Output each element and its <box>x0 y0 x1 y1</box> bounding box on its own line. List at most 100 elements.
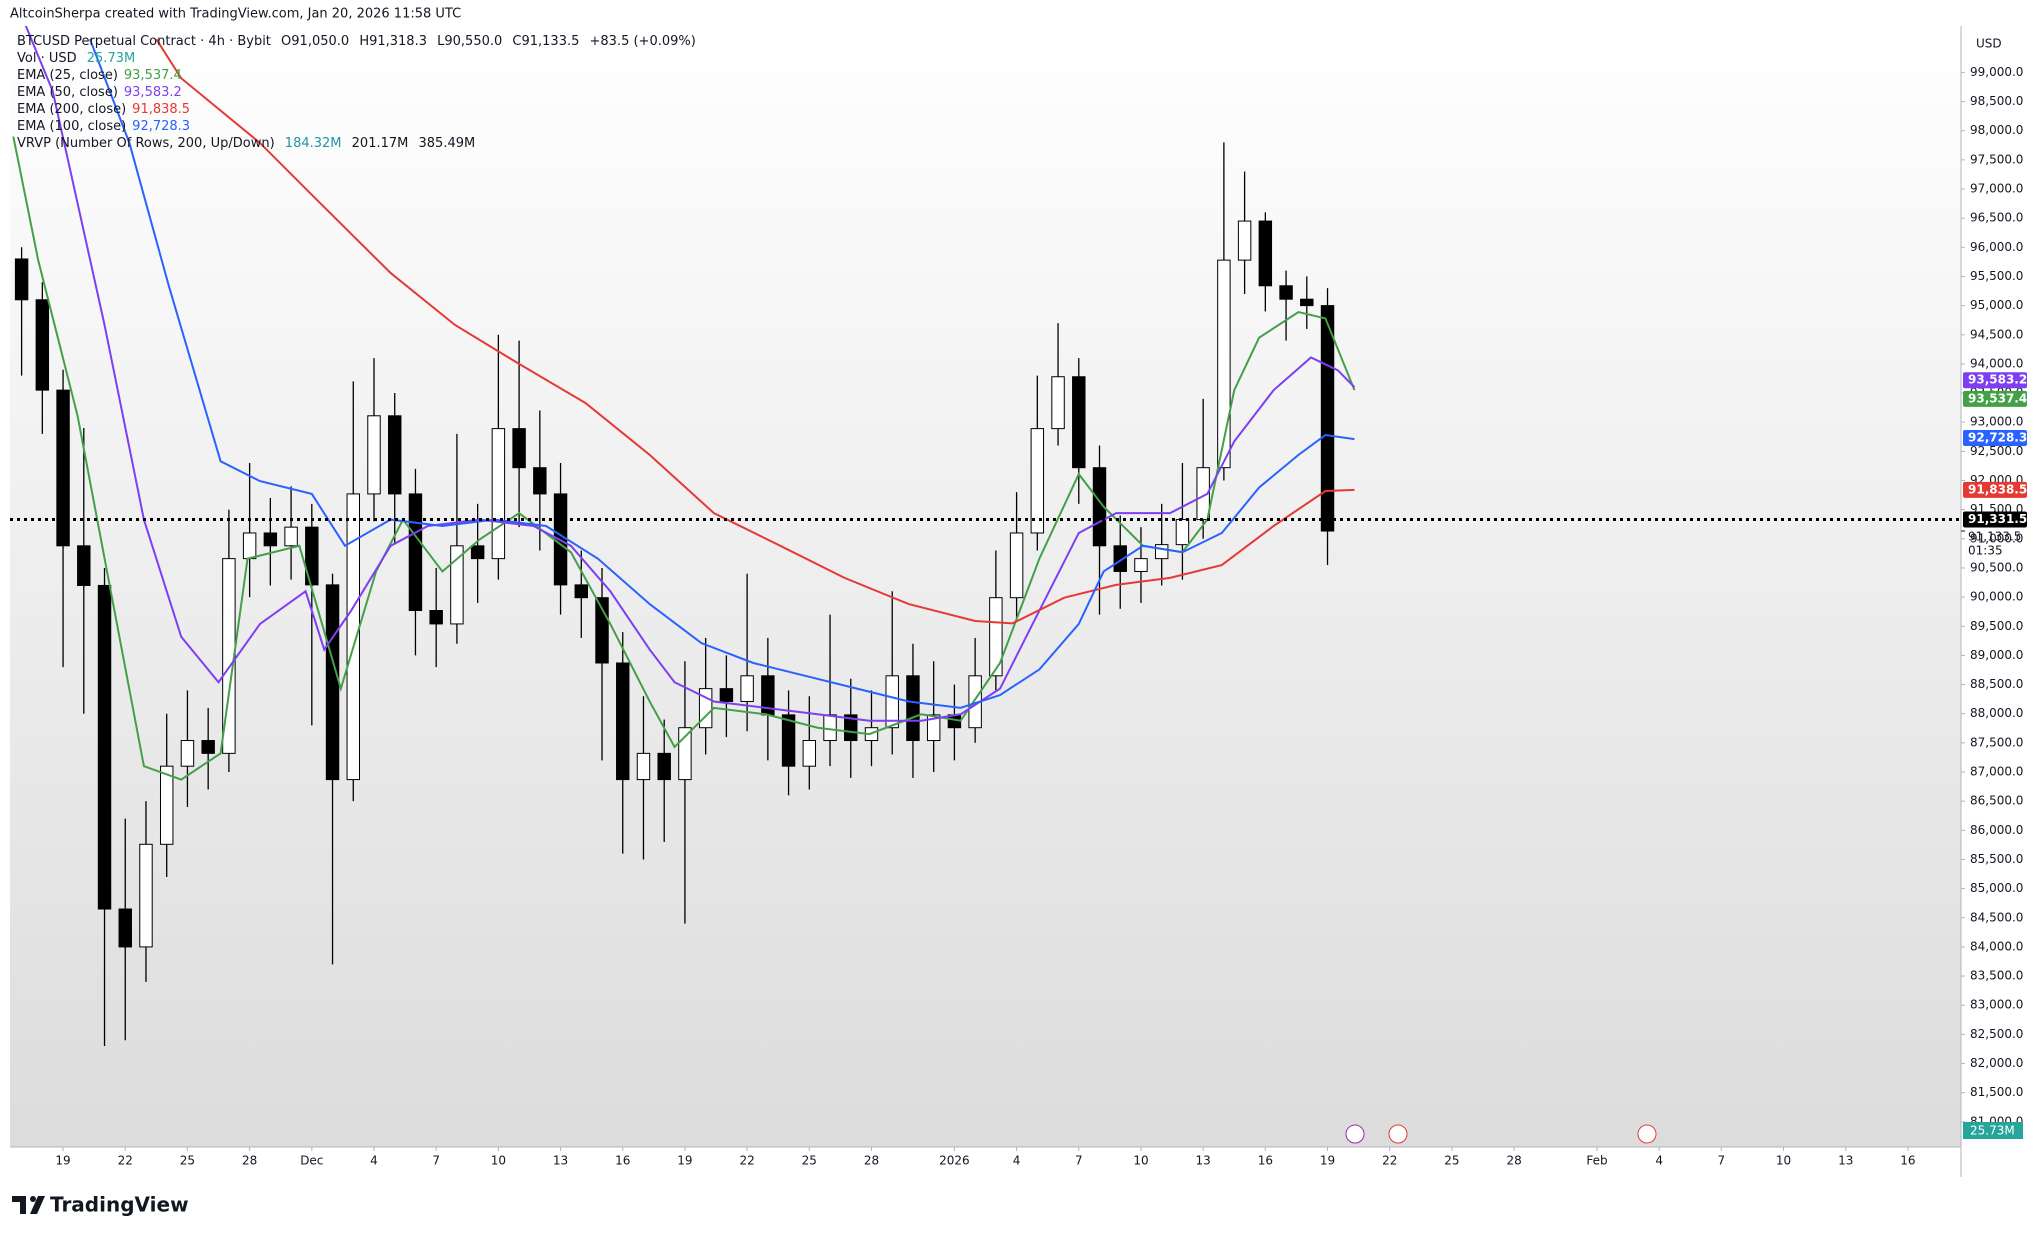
candle-body <box>1009 532 1024 599</box>
vrvp-value: 184.32M <box>285 136 342 151</box>
price-marker-bg <box>1963 511 2027 528</box>
candle-body <box>284 526 298 547</box>
x-tick-label: 28 <box>864 1154 879 1168</box>
x-tick-label: 4 <box>1655 1154 1663 1168</box>
ema-name: EMA (25, close) <box>17 68 118 83</box>
candle-body <box>180 740 195 767</box>
x-tick-label: 22 <box>1382 1154 1397 1168</box>
y-tick-label: 94,500.0 <box>1970 327 2023 341</box>
candle-body <box>574 584 589 599</box>
event-icon[interactable] <box>1345 1124 1365 1144</box>
candle-body <box>1092 467 1107 547</box>
candle-body <box>159 765 174 845</box>
price-marker-bg <box>1963 430 2027 447</box>
candle-body <box>388 415 402 495</box>
volume-value: 25.73M <box>87 51 135 66</box>
candle-body <box>740 675 754 702</box>
symbol: BTCUSD Perpetual Contract · 4h · Bybit <box>17 34 271 49</box>
y-tick-label: 96,500.0 <box>1970 211 2023 225</box>
x-tick-label: 13 <box>553 1154 568 1168</box>
x-tick-label: 4 <box>1013 1154 1021 1168</box>
x-tick-label: 19 <box>1320 1154 1335 1168</box>
candle-body <box>139 843 153 948</box>
x-tick-label: 2026 <box>939 1154 970 1168</box>
y-tick-label: 84,500.0 <box>1970 910 2023 924</box>
ema-value: 93,537.4 <box>124 68 182 83</box>
candle-body <box>636 752 651 781</box>
candle-body <box>346 493 360 781</box>
ema-legend: EMA (200, close) 91,838.5 <box>17 102 190 117</box>
price-marker: 93,583.2 <box>1968 373 2027 387</box>
candle-body <box>926 714 941 742</box>
y-tick-label: 95,000.0 <box>1970 298 2023 312</box>
candle-body <box>1320 305 1335 532</box>
x-tick-label: 16 <box>615 1154 630 1168</box>
x-tick-label: 4 <box>370 1154 378 1168</box>
y-tick-label: 88,500.0 <box>1970 677 2023 691</box>
x-tick-label: 25 <box>180 1154 195 1168</box>
candle-body <box>1258 220 1273 287</box>
candle-body <box>1175 519 1190 546</box>
price-marker: 91,838.5 <box>1968 482 2027 496</box>
volume-marker: 25.73M <box>1970 1124 2015 1138</box>
axis-unit: USD <box>1976 37 2002 51</box>
candle-body <box>77 545 91 586</box>
x-tick-label: 16 <box>1258 1154 1273 1168</box>
y-tick-label: 84,000.0 <box>1970 939 2023 953</box>
y-tick-label: 81,500.0 <box>1970 1085 2023 1099</box>
y-tick-label: 86,000.0 <box>1970 823 2023 837</box>
candle-body <box>222 558 236 754</box>
x-tick-label: 13 <box>1838 1154 1853 1168</box>
ema-legend: EMA (100, close) 92,728.3 <box>17 119 190 134</box>
vrvp-value: 201.17M <box>352 136 409 151</box>
y-tick-label: 90,000.0 <box>1970 590 2023 604</box>
y-tick-label: 97,500.0 <box>1970 152 2023 166</box>
x-tick-label: Dec <box>300 1154 323 1168</box>
price-marker: 92,728.3 <box>1968 431 2027 445</box>
x-tick-label: 28 <box>1506 1154 1521 1168</box>
volume-marker-bg <box>1963 1122 2023 1139</box>
plot-area <box>10 26 1961 1147</box>
x-tick-label: 10 <box>1776 1154 1791 1168</box>
y-tick-label: 82,500.0 <box>1970 1027 2023 1041</box>
event-icon[interactable] <box>1388 1124 1408 1144</box>
x-tick-label: 28 <box>242 1154 257 1168</box>
ema-legend: EMA (25, close) 93,537.4 <box>17 68 182 83</box>
ema-value: 92,728.3 <box>132 119 190 134</box>
ema-name: EMA (200, close) <box>17 102 126 117</box>
candle-body <box>1196 467 1210 521</box>
event-icon[interactable] <box>1637 1124 1657 1144</box>
x-tick-label: 25 <box>802 1154 817 1168</box>
candle-body <box>1237 220 1252 261</box>
candle-body <box>1279 285 1293 300</box>
x-tick-label: 7 <box>1718 1154 1726 1168</box>
candle-body <box>97 584 112 910</box>
y-tick-label: 88,000.0 <box>1970 706 2023 720</box>
y-tick-label: 83,000.0 <box>1970 998 2023 1012</box>
price-marker: 93,537.4 <box>1968 391 2027 405</box>
y-tick-label: 97,000.0 <box>1970 182 2023 196</box>
x-tick-label: 10 <box>491 1154 506 1168</box>
x-tick-label: 16 <box>1900 1154 1915 1168</box>
legend-line: BTCUSD Perpetual Contract · 4h · Bybit O… <box>17 34 696 49</box>
ema-name: EMA (50, close) <box>17 85 118 100</box>
vrvp-legend: VRVP (Number Of Rows, 200, Up/Down) 184.… <box>17 136 475 151</box>
x-tick-label: 7 <box>432 1154 440 1168</box>
y-tick-label: 85,000.0 <box>1970 881 2023 895</box>
y-tick-label: 92,500.0 <box>1970 444 2023 458</box>
ohlc: H91,318.3 <box>359 34 427 49</box>
candle-body <box>1300 298 1314 307</box>
ohlc: C91,133.5 <box>512 34 579 49</box>
candle-body <box>1030 428 1045 534</box>
candle-body <box>989 597 1003 677</box>
x-tick-label: 7 <box>1075 1154 1083 1168</box>
y-tick-label: 93,000.0 <box>1970 415 2023 429</box>
ema-legend: EMA (50, close) 93,583.2 <box>17 85 182 100</box>
candle-body <box>657 752 671 781</box>
credit: AltcoinSherpa created with TradingView.c… <box>10 7 461 22</box>
y-tick-label: 96,000.0 <box>1970 240 2023 254</box>
ohlc: O91,050.0 <box>281 34 349 49</box>
x-tick-label: 22 <box>118 1154 133 1168</box>
ema-line <box>155 38 1355 625</box>
